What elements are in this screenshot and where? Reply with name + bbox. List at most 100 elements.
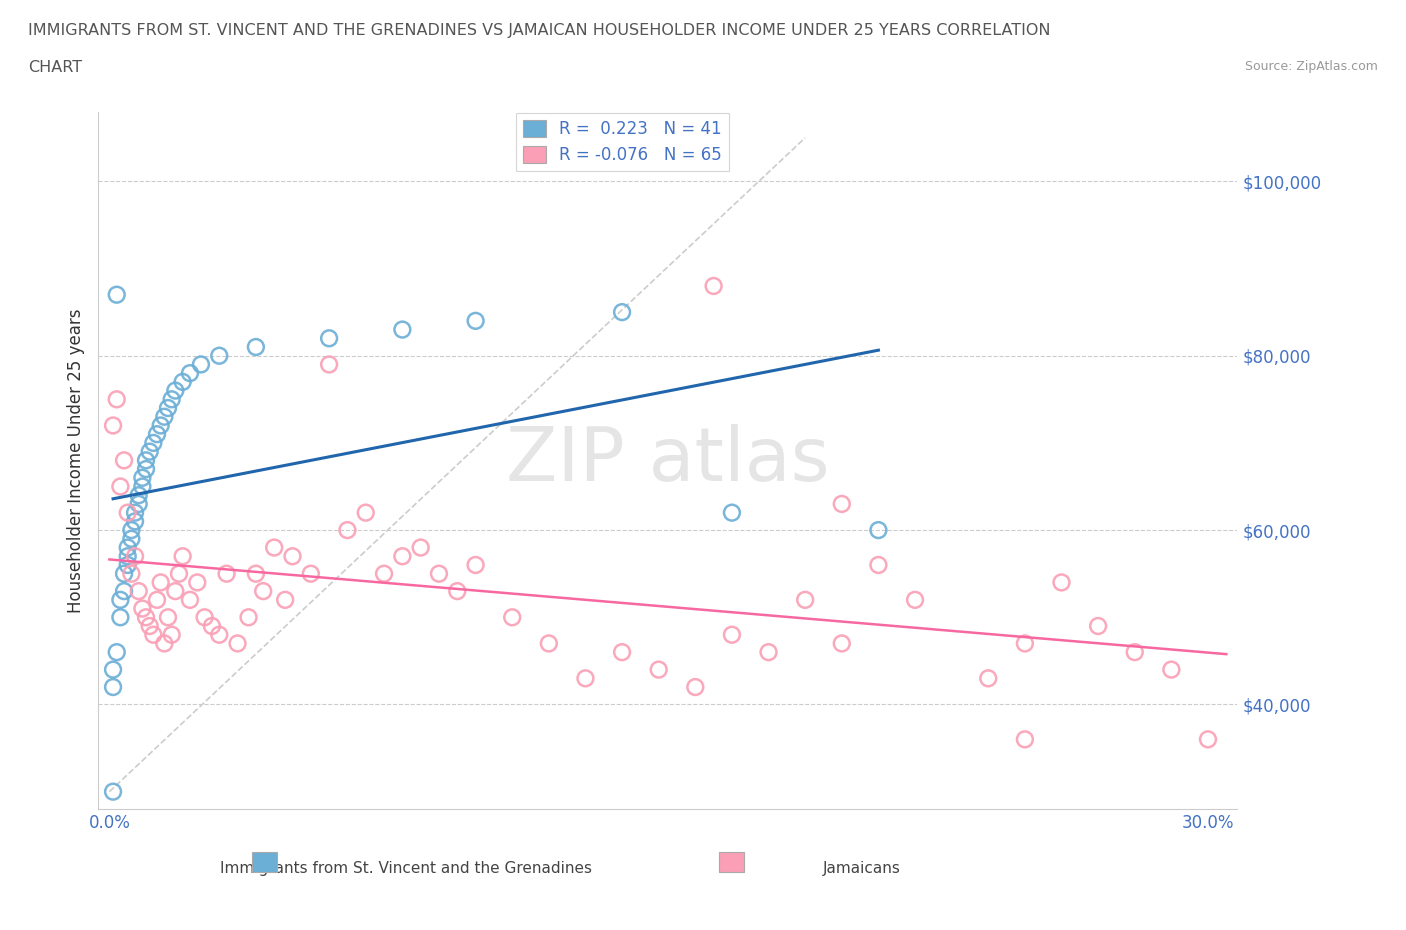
Point (274, 592, 297, 607)
Point (245, 566, 267, 581)
Point (135, 610, 157, 625)
Point (105, 287, 128, 302)
Point (1123, 644, 1146, 659)
Point (794, 592, 817, 607)
Point (101, 784, 124, 799)
Point (373, 566, 395, 581)
Point (101, 418, 124, 432)
Point (172, 549, 194, 564)
Point (110, 610, 132, 625)
Text: CHART: CHART (28, 60, 82, 75)
Point (149, 418, 172, 432)
Text: Immigrants from St. Vincent and the Grenadines: Immigrants from St. Vincent and the Gren… (219, 861, 592, 876)
Point (537, 636, 560, 651)
Point (721, 627, 744, 642)
Point (215, 566, 238, 581)
Point (610, 644, 633, 659)
Point (208, 627, 231, 642)
Point (124, 549, 146, 564)
FancyBboxPatch shape (252, 852, 277, 872)
Point (194, 610, 217, 625)
Point (831, 636, 853, 651)
Text: Source: ZipAtlas.com: Source: ZipAtlas.com (1244, 60, 1378, 73)
Point (105, 392, 128, 406)
Point (120, 531, 142, 546)
Text: ZIP atlas: ZIP atlas (506, 424, 830, 497)
Point (904, 592, 927, 607)
Point (120, 523, 142, 538)
Point (868, 557, 890, 572)
Point (146, 427, 169, 442)
Point (135, 453, 157, 468)
Point (977, 671, 1000, 685)
Point (135, 461, 157, 476)
Point (318, 357, 340, 372)
Point (354, 505, 377, 520)
Point (703, 278, 725, 293)
Point (160, 392, 183, 406)
Point (112, 584, 135, 599)
Point (128, 487, 150, 502)
Point (721, 505, 744, 520)
Point (153, 409, 176, 424)
Point (186, 575, 208, 590)
Point (252, 584, 274, 599)
Point (446, 584, 468, 599)
Point (138, 445, 160, 459)
Point (149, 575, 172, 590)
Point (1014, 636, 1036, 651)
Point (501, 610, 523, 625)
Point (165, 584, 187, 599)
Point (391, 322, 413, 337)
Point (281, 549, 304, 564)
Point (131, 601, 153, 616)
Text: IMMIGRANTS FROM ST. VINCENT AND THE GRENADINES VS JAMAICAN HOUSEHOLDER INCOME UN: IMMIGRANTS FROM ST. VINCENT AND THE GREN… (28, 23, 1050, 38)
Point (1050, 575, 1073, 590)
Legend: R =  0.223   N = 41, R = -0.076   N = 65: R = 0.223 N = 41, R = -0.076 N = 65 (516, 113, 728, 171)
Point (758, 644, 780, 659)
Point (156, 401, 179, 416)
Point (128, 584, 150, 599)
Point (179, 592, 201, 607)
Point (409, 540, 432, 555)
Point (831, 497, 853, 512)
Point (146, 592, 169, 607)
Point (610, 305, 633, 320)
Point (110, 592, 132, 607)
Point (110, 479, 132, 494)
Point (226, 636, 249, 651)
Point (117, 557, 139, 572)
Point (208, 348, 231, 363)
Point (105, 644, 128, 659)
Point (318, 331, 340, 346)
Point (124, 514, 146, 529)
Point (101, 662, 124, 677)
Point (120, 566, 142, 581)
Point (101, 680, 124, 695)
Point (1087, 618, 1109, 633)
Point (112, 453, 135, 468)
Point (165, 383, 187, 398)
Point (685, 680, 707, 695)
Point (131, 479, 153, 494)
Point (167, 566, 190, 581)
Text: Jamaicans: Jamaicans (823, 861, 900, 876)
Point (117, 540, 139, 555)
Point (156, 610, 179, 625)
Point (647, 662, 669, 677)
Point (160, 627, 183, 642)
Point (238, 610, 260, 625)
Point (190, 357, 212, 372)
Point (464, 313, 486, 328)
Point (153, 636, 176, 651)
Point (574, 671, 596, 685)
Point (172, 375, 194, 390)
Point (117, 549, 139, 564)
Point (1014, 732, 1036, 747)
Point (128, 497, 150, 512)
Point (138, 618, 160, 633)
Point (117, 505, 139, 520)
Point (464, 557, 486, 572)
Point (299, 566, 322, 581)
Y-axis label: Householder Income Under 25 years: Householder Income Under 25 years (66, 308, 84, 613)
